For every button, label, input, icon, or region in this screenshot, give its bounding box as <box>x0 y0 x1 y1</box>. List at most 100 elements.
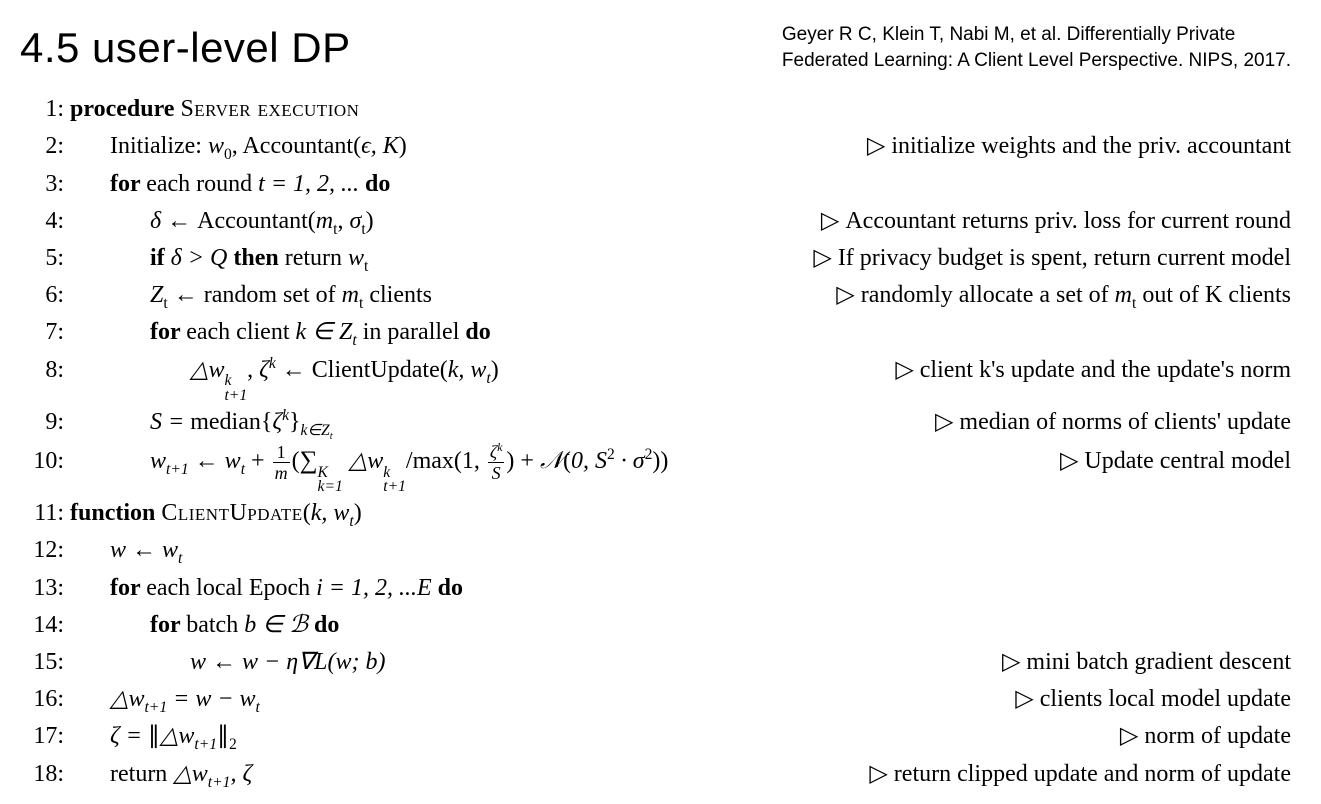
n-arg-a: 0, S <box>571 448 607 474</box>
lineno: 6: <box>20 277 70 314</box>
code: for each round t = 1, 2, ... do <box>70 166 390 203</box>
mt: m <box>1115 282 1132 308</box>
sub: t <box>241 461 245 478</box>
kw-do: do <box>432 575 463 601</box>
k-in-Zt: k ∈ Z <box>295 319 352 345</box>
lineno: 18: <box>20 756 70 793</box>
math-w0: w <box>208 133 224 159</box>
wt: w <box>348 245 364 271</box>
math-t: t = 1, 2, ... <box>258 171 359 197</box>
leftarrow: ← <box>174 282 198 308</box>
sub: t <box>349 513 353 530</box>
median: median <box>190 409 261 435</box>
mt: m <box>342 282 359 308</box>
kw-do: do <box>459 319 490 345</box>
comment: Update central model <box>668 443 1291 480</box>
lineno: 13: <box>20 570 70 607</box>
tri-icon: ▷ <box>836 282 854 308</box>
kw-for: for <box>110 171 146 197</box>
code: function ClientUpdate(k, wt) <box>70 495 362 532</box>
code: △wkt+1, ζk ← ClientUpdate(k, wt) <box>70 352 499 404</box>
sub: t <box>178 550 182 567</box>
sub: t <box>163 295 167 312</box>
return: return <box>285 245 348 271</box>
n-arg-c: · σ <box>615 448 645 474</box>
dw: △w <box>160 723 194 749</box>
lineno: 3: <box>20 166 70 203</box>
sub: 2 <box>229 736 237 753</box>
sub: t+1 <box>166 461 189 478</box>
text: each local Epoch <box>146 575 316 601</box>
delta: δ <box>150 208 161 234</box>
code: wt+1 ← wt + 1m(∑Kk=1 △wkt+1/max(1, ζkS) … <box>70 441 668 495</box>
lineno: 10: <box>20 443 70 480</box>
wtp1: w <box>150 448 166 474</box>
sub: t+1 <box>224 389 247 404</box>
text: each round <box>146 171 258 197</box>
comment-a: randomly allocate a set of <box>861 282 1115 308</box>
lineno: 11: <box>20 495 70 532</box>
num: ζk <box>488 443 504 462</box>
i-eq: i = 1, 2, ...E <box>316 575 432 601</box>
norm-open: ∥ <box>148 723 160 749</box>
citation-line-2: Federated Learning: A Client Level Persp… <box>782 50 1291 71</box>
header: 4.5 user-level DP Geyer R C, Klein T, Na… <box>20 18 1291 73</box>
proc-name: Server execution <box>180 96 359 122</box>
slide-page: 4.5 user-level DP Geyer R C, Klein T, Na… <box>0 0 1321 804</box>
fn: ClientUpdate <box>312 357 440 383</box>
comment: If privacy budget is spent, return curre… <box>368 240 1291 277</box>
code: procedure Server execution <box>70 91 359 128</box>
frac-zeta-S: ζkS <box>488 443 504 482</box>
comment: clients local model update <box>260 681 1291 718</box>
sup: k <box>269 355 276 372</box>
wt: w <box>225 448 241 474</box>
lineno: 16: <box>20 681 70 718</box>
code: if δ > Q then return wt <box>70 240 368 277</box>
args: k, w <box>448 357 487 383</box>
lineno: 8: <box>20 352 70 389</box>
code: Initialize: w0, Accountant(ϵ, K) <box>70 128 407 165</box>
comment: norm of update <box>237 718 1291 755</box>
dw: △w <box>190 357 224 383</box>
b-in: b ∈ <box>244 612 289 638</box>
args: k, w <box>311 500 350 526</box>
leftarrow: ← <box>167 208 191 234</box>
kw-function: function <box>70 500 161 526</box>
sup: k <box>497 441 502 454</box>
algo-line-18: 18: return △wt+1, ζ return clipped updat… <box>20 756 1291 793</box>
comma-zeta: , ζ <box>230 761 252 787</box>
accountant: Accountant <box>197 208 308 234</box>
sub: 0 <box>224 146 232 163</box>
comment: ▷ randomly allocate a set of mt out of K… <box>432 277 1291 314</box>
comment: Accountant returns priv. loss for curren… <box>374 203 1291 240</box>
sub: t <box>486 369 490 386</box>
lineno: 2: <box>20 128 70 165</box>
comment-b: out of K clients <box>1136 282 1291 308</box>
dw: △w <box>110 686 144 712</box>
lineno: 15: <box>20 644 70 681</box>
sub: t+1 <box>144 699 167 716</box>
algo-line-5: 5: if δ > Q then return wt If privacy bu… <box>20 240 1291 277</box>
lineno: 14: <box>20 607 70 644</box>
code: Zt ← random set of mt clients <box>70 277 432 314</box>
dw: △w <box>349 448 383 474</box>
code: △wt+1 = w − wt <box>70 681 260 718</box>
text: random set of <box>204 282 342 308</box>
algo-line-9: 9: S = median{ζk}k∈Zt median of norms of… <box>20 404 1291 441</box>
algo-line-4: 4: δ ← Accountant(mt, σt) Accountant ret… <box>20 203 1291 240</box>
leftarrow: ← <box>282 357 306 383</box>
sum-icon: ∑ <box>300 447 318 474</box>
comment: return clipped update and norm of update <box>252 756 1291 793</box>
text: each client <box>186 319 295 345</box>
algo-line-10: 10: wt+1 ← wt + 1m(∑Kk=1 △wkt+1/max(1, ζ… <box>20 441 1291 495</box>
sub: t <box>333 221 337 238</box>
den: S <box>488 462 504 482</box>
comment: median of norms of clients' update <box>333 404 1291 441</box>
den: m <box>273 462 290 482</box>
code: ζ = ∥△wt+1∥2 <box>70 718 237 755</box>
brace: } <box>289 409 301 435</box>
algorithm-block: 1: procedure Server execution 2: Initial… <box>20 91 1291 792</box>
sub: t+1 <box>383 480 406 495</box>
sub: t+1 <box>208 773 231 790</box>
comment: client k's update and the update's norm <box>499 352 1291 389</box>
